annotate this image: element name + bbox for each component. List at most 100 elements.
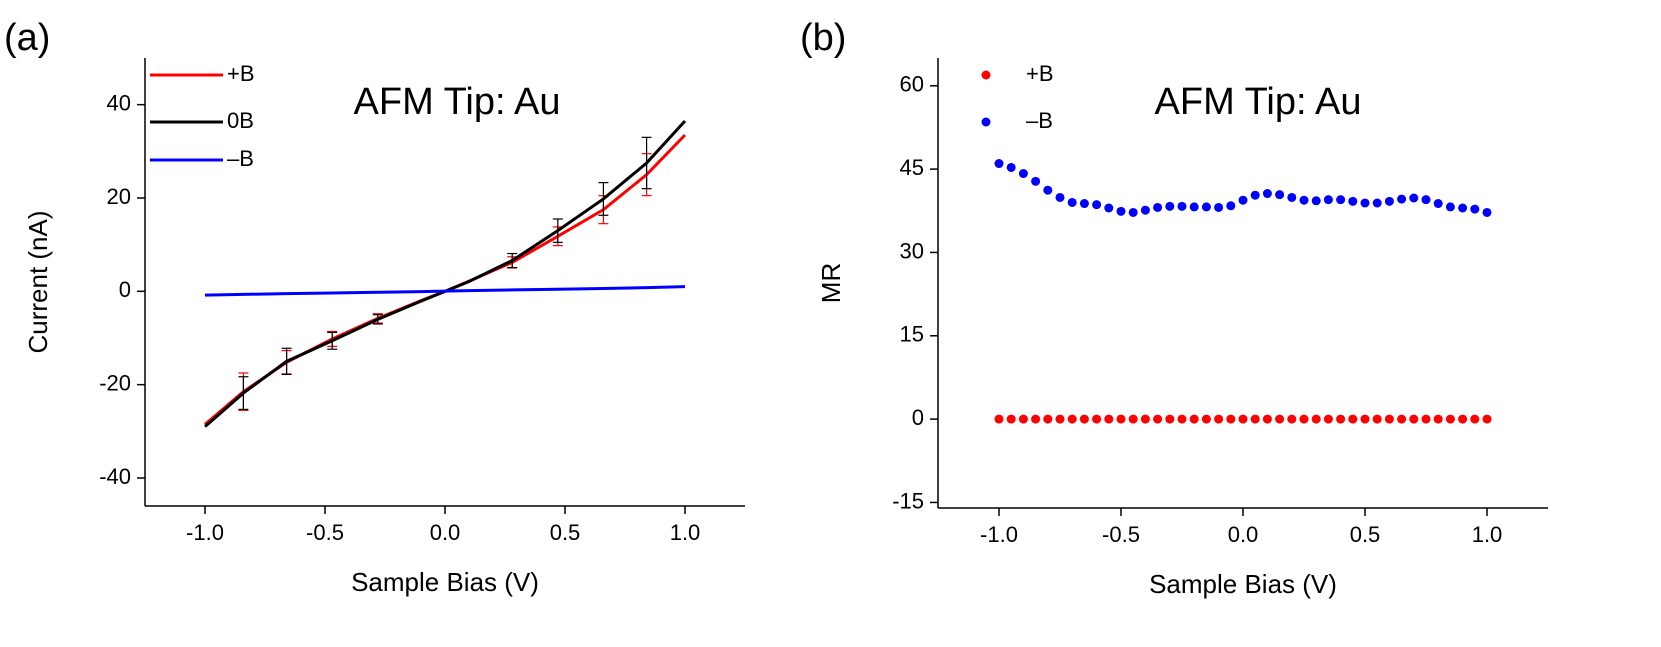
- point: [1104, 203, 1114, 213]
- x-tick-label: 0.5: [1350, 522, 1381, 547]
- error-bar: [281, 347, 292, 375]
- point: [1458, 203, 1468, 213]
- point: [1214, 414, 1224, 424]
- point: [1421, 414, 1431, 424]
- point: [1348, 414, 1358, 424]
- point: [1092, 414, 1102, 424]
- point: [1262, 414, 1272, 424]
- legend-label: –B: [1026, 108, 1053, 133]
- point: [1262, 189, 1272, 199]
- point: [1140, 205, 1150, 215]
- point: [1238, 414, 1248, 424]
- point: [1043, 414, 1053, 424]
- point: [1031, 414, 1041, 424]
- x-tick-label: 1.0: [670, 520, 701, 545]
- error-bar: [598, 182, 609, 216]
- point: [1165, 414, 1175, 424]
- y-tick-label: -40: [99, 464, 131, 489]
- point: [1360, 414, 1370, 424]
- point: [1458, 414, 1468, 424]
- x-tick-label: 0.5: [550, 520, 581, 545]
- y-tick-label: 40: [107, 90, 131, 115]
- point: [1116, 206, 1126, 216]
- panel-label: (a): [4, 17, 50, 59]
- point: [1372, 414, 1382, 424]
- x-axis-label: Sample Bias (V): [351, 567, 539, 597]
- point: [1470, 204, 1480, 214]
- point: [1250, 414, 1260, 424]
- legend-label: +B: [1026, 61, 1054, 86]
- point: [1384, 196, 1394, 206]
- point: [1470, 414, 1480, 424]
- point: [1226, 201, 1236, 211]
- annotation: AFM Tip: Au: [354, 81, 561, 123]
- point: [1299, 414, 1309, 424]
- point: [1031, 176, 1041, 186]
- point: [1409, 414, 1419, 424]
- legend-swatch: [981, 117, 991, 127]
- point: [1360, 198, 1370, 208]
- annotation: AFM Tip: Au: [1155, 81, 1362, 123]
- y-tick-label: 0: [912, 405, 924, 430]
- point: [1067, 197, 1077, 207]
- point: [1177, 201, 1187, 211]
- y-tick-label: -20: [99, 370, 131, 395]
- point: [1311, 196, 1321, 206]
- point: [1323, 195, 1333, 205]
- point: [1372, 198, 1382, 208]
- point: [1482, 414, 1492, 424]
- point: [1311, 414, 1321, 424]
- line: [204, 285, 686, 297]
- legend-swatch: [981, 70, 991, 80]
- point: [1238, 195, 1248, 205]
- legend-label: 0B: [227, 108, 254, 133]
- point: [1006, 414, 1016, 424]
- point: [994, 159, 1004, 169]
- point: [1189, 202, 1199, 212]
- point: [1189, 414, 1199, 424]
- y-axis-label: MR: [816, 263, 846, 303]
- error-bar: [238, 376, 249, 410]
- point: [1006, 162, 1016, 172]
- point: [1153, 414, 1163, 424]
- legend-label: –B: [227, 146, 254, 171]
- y-tick-label: 45: [900, 155, 924, 180]
- point: [1250, 190, 1260, 200]
- point: [1177, 414, 1187, 424]
- point: [1153, 202, 1163, 212]
- point: [1128, 207, 1138, 217]
- point: [1348, 196, 1358, 206]
- line: [204, 133, 687, 426]
- legend-label: +B: [227, 61, 255, 86]
- y-tick-label: 0: [119, 277, 131, 302]
- point: [1275, 190, 1285, 200]
- point: [1079, 199, 1089, 209]
- point: [1397, 414, 1407, 424]
- point: [1092, 200, 1102, 210]
- error-bar: [552, 218, 563, 243]
- point: [1055, 192, 1065, 202]
- y-tick-label: 20: [107, 184, 131, 209]
- y-tick-label: 15: [900, 322, 924, 347]
- y-tick-label: 60: [900, 72, 924, 97]
- x-tick-label: 0.0: [1228, 522, 1259, 547]
- x-tick-label: -0.5: [1102, 522, 1140, 547]
- point: [1116, 414, 1126, 424]
- point: [1140, 414, 1150, 424]
- point: [1226, 414, 1236, 424]
- point: [1482, 207, 1492, 217]
- point: [1201, 202, 1211, 212]
- y-axis-label: Current (nA): [23, 210, 53, 353]
- panel-label: (b): [800, 17, 846, 59]
- point: [1055, 414, 1065, 424]
- point: [1018, 169, 1028, 179]
- point: [1104, 414, 1114, 424]
- point: [1384, 414, 1394, 424]
- y-tick-label: 30: [900, 238, 924, 263]
- point: [1287, 414, 1297, 424]
- point: [1299, 195, 1309, 205]
- point: [1043, 185, 1053, 195]
- error-bar: [327, 331, 338, 350]
- point: [1336, 414, 1346, 424]
